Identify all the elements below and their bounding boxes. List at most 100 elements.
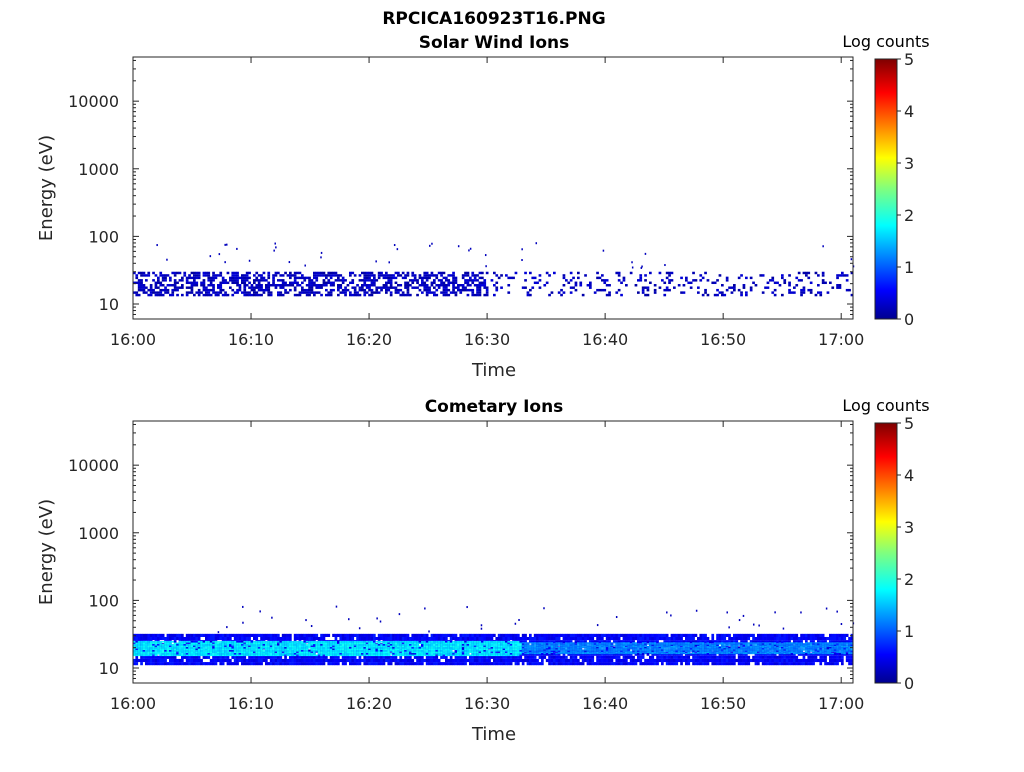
- spectrogram-cell: [433, 652, 436, 654]
- spectrogram-cell: [366, 272, 369, 274]
- spectrogram-cell: [375, 279, 378, 281]
- spectrogram-cell: [570, 286, 573, 288]
- spectrogram-cell: [839, 286, 842, 288]
- spectrogram-cell: [507, 659, 510, 662]
- spectrogram-cell: [479, 653, 482, 655]
- spectrogram-cell: [620, 648, 623, 649]
- spectrogram-cell: [327, 641, 330, 643]
- spectrogram-cell: [380, 289, 383, 291]
- spectrogram-cell: [258, 634, 261, 637]
- spectrogram-cell: [803, 291, 806, 293]
- spectrogram-cell: [200, 646, 203, 648]
- spectrogram-cell: [555, 645, 558, 646]
- spectrogram-cell: [613, 656, 616, 659]
- spectrogram-cell: [541, 645, 544, 646]
- spectrogram-cell: [150, 649, 153, 651]
- spectrogram-cell: [611, 647, 614, 648]
- spectrogram-cell: [363, 655, 366, 657]
- spectrogram-cell: [246, 641, 249, 643]
- spectrogram-cell: [179, 634, 182, 637]
- spectrogram-cell: [565, 642, 568, 643]
- spectrogram-cell: [260, 641, 263, 643]
- spectrogram-cell: [625, 656, 628, 659]
- spectrogram-cell: [452, 641, 455, 643]
- spectrogram-cell: [846, 274, 849, 276]
- spectrogram-cell: [579, 637, 582, 640]
- spectrogram-cell: [625, 652, 628, 653]
- spectrogram-cell: [409, 662, 412, 665]
- spectrogram-cell: [680, 277, 683, 279]
- spectrogram-cell: [335, 646, 338, 648]
- spectrogram-cell: [822, 279, 825, 281]
- spectrogram-cell: [303, 656, 306, 659]
- spectrogram-cell: [332, 656, 335, 659]
- spectrogram-cell: [481, 644, 484, 646]
- spectrogram-cell: [308, 662, 311, 665]
- spectrogram-cell: [354, 662, 357, 665]
- spectrogram-cell: [558, 652, 561, 653]
- spectrogram-cell: [251, 650, 254, 652]
- spectrogram-cell: [167, 644, 170, 646]
- spectrogram-cell: [239, 646, 242, 648]
- spectrogram-cell: [258, 652, 261, 654]
- spectrogram-cell: [234, 643, 237, 645]
- spectrogram-cell: [342, 662, 345, 665]
- spectrogram-cell: [366, 274, 369, 276]
- spectrogram-cell: [164, 641, 167, 643]
- spectrogram-cell: [527, 294, 530, 296]
- spectrogram-cell: [543, 651, 546, 652]
- spectrogram-cell: [224, 653, 227, 655]
- spectrogram-cell: [332, 650, 335, 652]
- spectrogram-cell: [548, 649, 551, 650]
- spectrogram-cell: [246, 662, 249, 665]
- spectrogram-cell: [347, 641, 350, 643]
- spectrogram-cell: [548, 652, 551, 653]
- spectrogram-cell: [450, 282, 453, 284]
- spectrogram-cell: [486, 649, 489, 651]
- spectrogram-cell: [169, 655, 172, 657]
- spectrogram-cell: [664, 264, 666, 266]
- spectrogram-cell: [318, 659, 321, 662]
- spectrogram-cell: [618, 634, 621, 637]
- spectrogram-cell: [239, 647, 242, 649]
- spectrogram-cell: [368, 289, 371, 291]
- spectrogram-cell: [323, 284, 326, 286]
- spectrogram-cell: [330, 282, 333, 284]
- spectrogram-cell: [231, 294, 234, 296]
- spectrogram-cell: [505, 647, 508, 649]
- spectrogram-cell: [594, 649, 597, 650]
- spectrogram-cell: [601, 637, 604, 640]
- spectrogram-cell: [378, 274, 381, 276]
- spectrogram-cell: [140, 286, 143, 288]
- spectrogram-cell: [145, 656, 148, 659]
- spectrogram-cell: [392, 655, 395, 657]
- spectrogram-cell: [260, 662, 263, 665]
- spectrogram-cell: [325, 634, 328, 637]
- spectrogram-cell: [440, 272, 443, 274]
- spectrogram-cell: [402, 272, 405, 274]
- spectrogram-cell: [159, 634, 162, 637]
- spectrogram-cell: [231, 649, 234, 651]
- spectrogram-cell: [186, 286, 189, 288]
- spectrogram-cell: [344, 647, 347, 649]
- spectrogram-cell: [289, 652, 292, 654]
- spectrogram-cell: [354, 650, 357, 652]
- spectrogram-cell: [426, 294, 429, 296]
- spectrogram-cell: [275, 656, 278, 659]
- spectrogram-cell: [349, 274, 352, 276]
- spectrogram-cell: [282, 659, 285, 662]
- spectrogram-cell: [397, 634, 400, 637]
- spectrogram-cell: [423, 284, 426, 286]
- spectrogram-cell: [416, 637, 419, 640]
- spectrogram-cell: [421, 662, 424, 665]
- spectrogram-cell: [289, 634, 292, 637]
- spectrogram-cell: [159, 289, 162, 291]
- spectrogram-cell: [323, 279, 326, 281]
- spectrogram-cell: [606, 653, 609, 654]
- spectrogram-cell: [327, 291, 330, 293]
- spectrogram-cell: [349, 294, 352, 296]
- spectrogram-cell: [318, 274, 321, 276]
- spectrogram-cell: [205, 655, 208, 657]
- spectrogram-cell: [395, 649, 398, 651]
- spectrogram-cell: [380, 659, 383, 662]
